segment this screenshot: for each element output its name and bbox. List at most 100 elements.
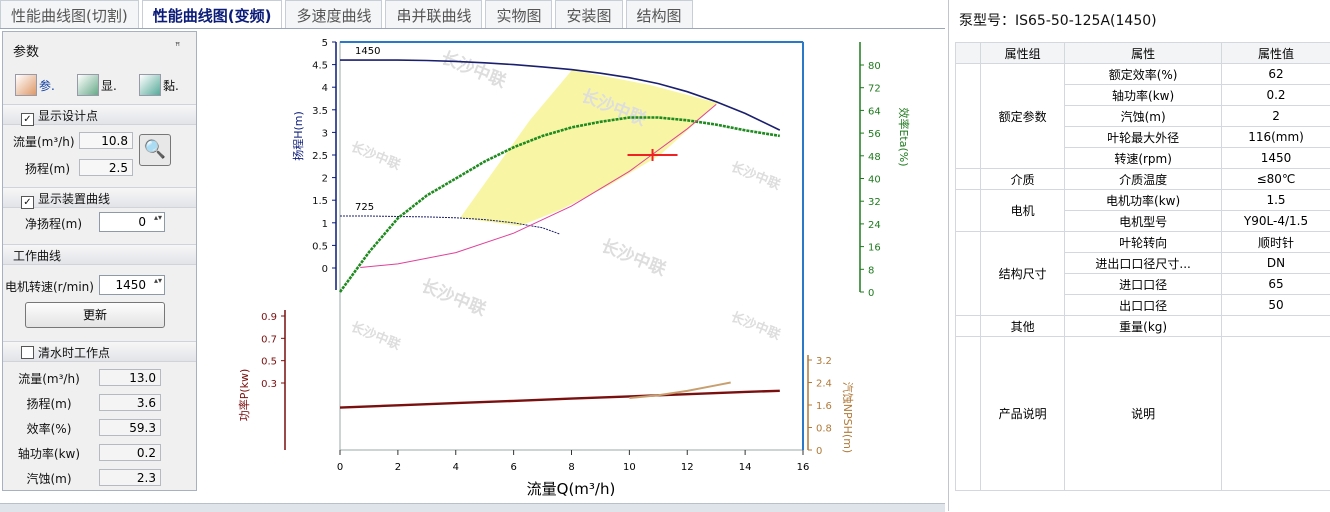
tab[interactable]: 结构图 [626, 0, 693, 28]
value-cell: 0.2 [1222, 85, 1330, 106]
pin-icon[interactable]: ꟸ [175, 42, 180, 52]
param-panel: 参数 ꟸ 参.显.黏. ✓显示设计点 流量(m³/h) 10.8 扬程(m) 2… [2, 31, 197, 491]
watermark: 长沙中联 [598, 235, 669, 280]
y-tick-label: 80 [868, 61, 881, 72]
curve [340, 391, 780, 408]
tab[interactable]: 串并联曲线 [385, 0, 482, 28]
result-value: 13.0 [99, 369, 161, 386]
y-tick-label: 2 [322, 174, 328, 185]
watermark: 长沙中联 [418, 275, 489, 320]
field-label: 净扬程(m) [25, 215, 82, 232]
header-cell: 属性组 [981, 43, 1065, 64]
x-tick-label: 12 [681, 462, 694, 473]
result-value: 3.6 [99, 394, 161, 411]
value-cell: 62 [1222, 64, 1330, 85]
y-tick-label: 0.8 [816, 424, 832, 435]
table-row: 额定参数额定效率(%)62 [956, 64, 1330, 85]
y-tick-label: 0.5 [261, 357, 277, 368]
tab[interactable]: 多速度曲线 [285, 0, 382, 28]
group-cell: 电机 [981, 190, 1065, 232]
property-cell: 进出口口径尺寸... [1065, 253, 1222, 274]
property-cell: 额定效率(%) [1065, 64, 1222, 85]
property-cell: 叶轮最大外径 [1065, 127, 1222, 148]
spin-arrows[interactable]: ▴▾ [152, 213, 162, 222]
group-cell: 介质 [981, 169, 1065, 190]
y-tick-label: 1 [322, 219, 328, 230]
curve-label: 1450 [355, 46, 380, 57]
checkbox[interactable] [21, 346, 34, 359]
toolbar-icon[interactable] [15, 74, 37, 96]
checkbox-label: 清水时工作点 [38, 346, 110, 360]
section: ✓ 显示设计点 [3, 104, 196, 125]
checkbox[interactable]: ✓ [21, 113, 34, 126]
header-cell [956, 43, 981, 64]
y-tick-label: 0.9 [261, 312, 277, 323]
panel-title: 参数 [13, 41, 39, 60]
header-row: 属性组属性属性值 [956, 43, 1330, 64]
update-button[interactable]: 更新 [25, 302, 165, 328]
y-tick-label: 2.5 [312, 151, 328, 162]
section: ✓显示装置曲线 [3, 187, 196, 208]
property-cell: 出口口径 [1065, 295, 1222, 316]
result-label: 扬程(m) [3, 395, 95, 412]
toolbar-label: 黏. [163, 77, 179, 94]
x-axis-label: 流量Q(m³/h) [527, 480, 616, 498]
x-tick-label: 8 [568, 462, 574, 473]
value-cell: 顺时针 [1222, 232, 1330, 253]
property-cell: 电机型号 [1065, 211, 1222, 232]
field-label: 电机转速(r/min) [5, 278, 94, 295]
y-tick-label: 3 [322, 128, 328, 139]
result-label: 效率(%) [3, 420, 95, 437]
toolbar-icon[interactable] [77, 74, 99, 96]
checkbox-label: 显示设计点 [38, 109, 98, 123]
value-cell: 50 [1222, 295, 1330, 316]
row-header [956, 337, 981, 491]
x-tick-label: 14 [739, 462, 752, 473]
toolbar-label: 参. [39, 77, 55, 94]
x-tick-label: 16 [797, 462, 810, 473]
axis-label: 效率Eta(%) [897, 107, 911, 166]
y-tick-label: 5 [322, 38, 328, 49]
property-cell: 转速(rpm) [1065, 148, 1222, 169]
y-tick-label: 0.5 [312, 241, 328, 252]
value-cell: Y90L-4/1.5 [1222, 211, 1330, 232]
axis-label: 汽蚀NPSH(m) [841, 382, 855, 453]
property-cell: 轴功率(kw) [1065, 85, 1222, 106]
field-label: 扬程(m) [25, 160, 70, 177]
group-cell: 其他 [981, 316, 1065, 337]
table-row: 产品说明说明 [956, 337, 1330, 491]
spinner[interactable]: 0▴▾ [99, 212, 165, 232]
table-row: 其他重量(kg) [956, 316, 1330, 337]
search-button[interactable]: 🔍 [139, 134, 171, 166]
section: 工作曲线 [3, 244, 196, 265]
y-tick-label: 0 [868, 288, 874, 299]
spinner[interactable]: 1450▴▾ [99, 275, 165, 295]
field-label: 流量(m³/h) [13, 133, 75, 150]
result-label: 汽蚀(m) [3, 470, 95, 487]
value-cell: ≤80℃ [1222, 169, 1330, 190]
group-cell: 额定参数 [981, 64, 1065, 169]
section-title: 工作曲线 [13, 247, 61, 264]
x-tick-label: 10 [623, 462, 636, 473]
watermark: 长沙中联 [729, 309, 783, 343]
tab[interactable]: 性能曲线图(变频) [142, 0, 283, 28]
property-cell: 重量(kg) [1065, 316, 1222, 337]
y-tick-label: 8 [868, 265, 874, 276]
property-cell: 说明 [1065, 337, 1222, 491]
field-value[interactable]: 10.8 [79, 132, 133, 149]
value-cell [1222, 316, 1330, 337]
tab[interactable]: 安装图 [555, 0, 622, 28]
x-tick-label: 6 [510, 462, 516, 473]
tab[interactable]: 实物图 [485, 0, 552, 28]
checkbox[interactable]: ✓ [21, 196, 34, 209]
value-cell: 116(mm) [1222, 127, 1330, 148]
result-value: 59.3 [99, 419, 161, 436]
field-value[interactable]: 2.5 [79, 159, 133, 176]
property-cell: 电机功率(kw) [1065, 190, 1222, 211]
y-tick-label: 1.5 [312, 196, 328, 207]
tab[interactable]: 性能曲线图(切割) [0, 0, 139, 28]
spin-arrows[interactable]: ▴▾ [152, 276, 162, 285]
y-tick-label: 72 [868, 84, 881, 95]
toolbar-icon[interactable] [139, 74, 161, 96]
